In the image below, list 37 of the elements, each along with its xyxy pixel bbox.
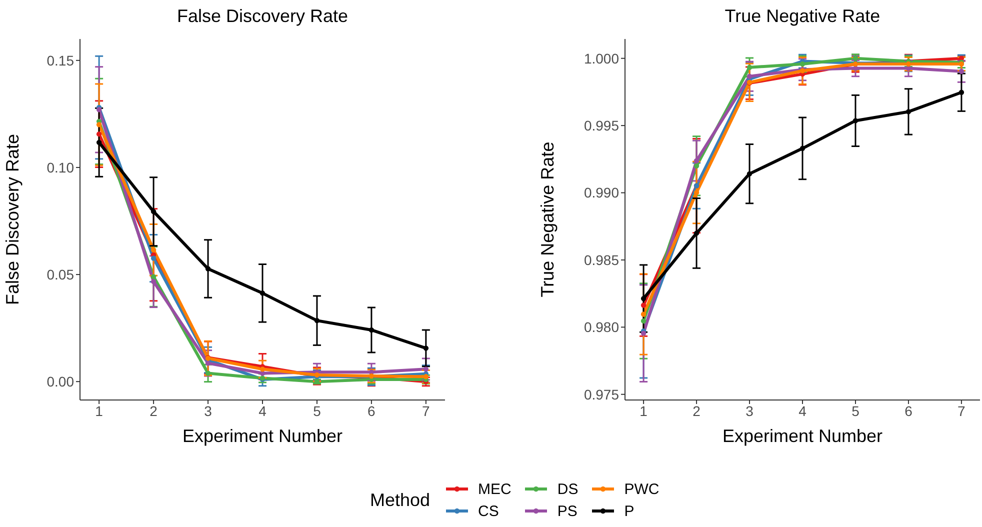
x-tick-label: 3 — [204, 402, 212, 419]
y-tick-label: 0.980 — [584, 319, 620, 336]
x-tick-label: 3 — [746, 402, 754, 419]
y-tick-label: 0.995 — [584, 118, 620, 134]
y-axis-title: False Discovery Rate — [2, 134, 22, 306]
chart-title: True Negative Rate — [724, 6, 882, 27]
y-tick-label: 0.00 — [46, 374, 74, 390]
x-axis-title: Experiment Number — [181, 426, 344, 447]
legend-label: PS — [557, 502, 578, 520]
legend-label: P — [624, 502, 634, 520]
y-tick-label: 0.990 — [584, 184, 620, 201]
chart-title: False Discovery Rate — [176, 6, 350, 27]
x-tick-label: 1 — [640, 402, 648, 419]
y-tick-label: 0.10 — [46, 159, 74, 176]
x-tick-label: 4 — [258, 402, 267, 419]
y-tick-label: 0.15 — [46, 52, 74, 68]
x-tick-label: 7 — [422, 402, 430, 419]
y-tick-label: 0.05 — [46, 266, 74, 282]
y-tick-label: 0.975 — [584, 386, 620, 402]
y-tick-label: 1.000 — [584, 50, 620, 66]
legend-label: DS — [557, 480, 578, 498]
y-axis-title: True Negative Rate — [537, 142, 558, 298]
legend-title: Method — [370, 490, 430, 510]
x-axis-title: Experiment Number — [721, 426, 884, 447]
x-tick-label: 1 — [95, 402, 104, 419]
x-tick-label: 5 — [852, 402, 860, 419]
x-tick-label: 6 — [368, 402, 376, 419]
x-tick-label: 6 — [904, 402, 913, 419]
x-tick-label: 5 — [313, 402, 322, 419]
legend-label: MEC — [478, 480, 512, 498]
y-tick-label: 0.985 — [584, 252, 620, 268]
x-tick-label: 2 — [150, 402, 158, 419]
legend-label: PWC — [624, 480, 660, 498]
x-tick-label: 7 — [958, 402, 966, 419]
x-tick-label: 2 — [692, 402, 701, 419]
x-tick-label: 4 — [798, 402, 807, 419]
legend-label: CS — [478, 502, 499, 520]
